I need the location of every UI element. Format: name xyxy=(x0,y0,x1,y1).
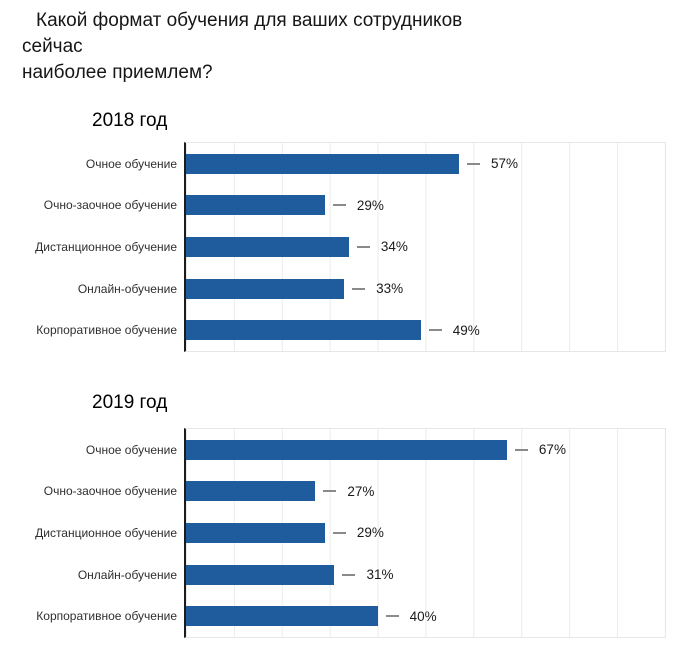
bar-2019-part-time xyxy=(186,481,316,502)
row-2019-full-time: Очное обучение 67% xyxy=(86,429,665,471)
bar-2019-corporate xyxy=(186,606,378,627)
row-2019-part-time: Очно-заочное обучение 27% xyxy=(44,471,665,513)
bar-2018-online xyxy=(186,278,345,299)
category-label: Дистанционное обучение xyxy=(35,525,177,540)
value-leader-dash xyxy=(332,531,346,534)
value-leader-dash xyxy=(332,204,346,207)
figure-title-line-2: наиболее приемлем? xyxy=(22,62,213,83)
value-label: 67% xyxy=(538,442,566,458)
value-leader-dash xyxy=(514,448,528,451)
value-label: 29% xyxy=(356,197,384,213)
bar-2018-full-time xyxy=(186,153,460,174)
row-2018-full-time: Очное обучение 57% xyxy=(86,143,665,185)
value-leader-dash xyxy=(352,287,366,290)
chart-2019-title: 2019 год xyxy=(92,392,168,413)
row-2019-online: Онлайн-обучение 31% xyxy=(78,554,665,596)
row-2018-part-time: Очно-заочное обучение 29% xyxy=(44,185,665,227)
value-leader-dash xyxy=(323,490,337,493)
value-label: 29% xyxy=(356,525,384,541)
category-label: Корпоративное обучение xyxy=(36,323,177,338)
value-label: 57% xyxy=(491,156,519,172)
chart-2018: Очное обучение 57% Очно-заочное обучение… xyxy=(35,142,666,352)
bar-2018-corporate xyxy=(186,320,421,341)
value-label: 33% xyxy=(376,281,404,297)
row-2019-distance: Дистанционное обучение 29% xyxy=(35,512,665,554)
row-2018-distance: Дистанционное обучение 34% xyxy=(35,226,665,268)
row-2018-corporate: Корпоративное обучение 49% xyxy=(36,309,665,351)
category-label: Онлайн-обучение xyxy=(77,281,177,296)
value-leader-dash xyxy=(342,573,356,576)
value-leader-dash xyxy=(467,162,481,165)
chart-2018-title: 2018 год xyxy=(92,110,168,131)
figure-title: Какой формат обучения для ваших сотрудни… xyxy=(22,8,500,86)
category-label: Дистанционное обучение xyxy=(35,239,177,254)
bar-2019-full-time xyxy=(186,439,507,460)
category-label: Очное обучение xyxy=(85,442,177,457)
value-label: 49% xyxy=(452,322,480,338)
bar-2018-part-time xyxy=(186,195,325,216)
category-label: Онлайн-обучение xyxy=(77,567,177,582)
category-label: Очно-заочное обучение xyxy=(43,484,177,499)
chart-2019: Очное обучение 67% Очно-заочное обучение… xyxy=(35,428,666,638)
value-label: 34% xyxy=(380,239,408,255)
bar-2018-distance xyxy=(186,236,349,257)
category-label: Корпоративное обучение xyxy=(36,609,177,624)
value-label: 40% xyxy=(409,608,437,624)
row-2019-corporate: Корпоративное обучение 40% xyxy=(36,595,665,637)
category-label: Очно-заочное обучение xyxy=(43,198,177,213)
bar-2019-distance xyxy=(186,522,325,543)
value-leader-dash xyxy=(356,245,370,248)
row-2018-online: Онлайн-обучение 33% xyxy=(78,268,665,310)
value-leader-dash xyxy=(385,615,399,618)
category-label: Очное обучение xyxy=(85,156,177,171)
figure-title-line-1: Какой формат обучения для ваших сотрудни… xyxy=(22,10,463,57)
bar-2019-online xyxy=(186,564,335,585)
value-label: 27% xyxy=(347,483,375,499)
value-leader-dash xyxy=(428,329,442,332)
value-label: 31% xyxy=(366,567,394,583)
